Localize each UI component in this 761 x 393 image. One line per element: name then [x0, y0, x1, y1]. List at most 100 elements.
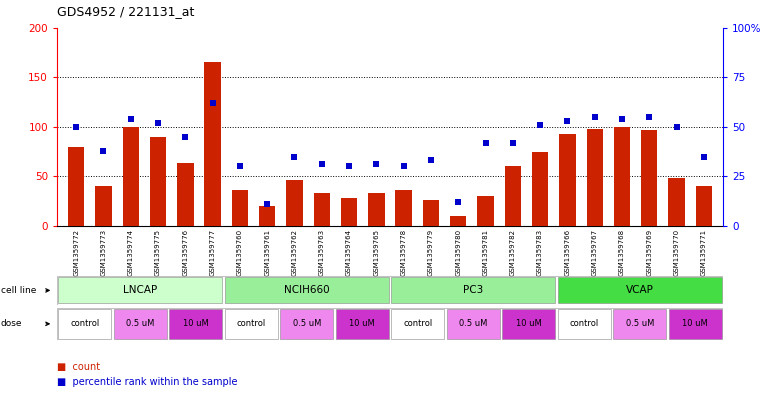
Text: 0.5 uM: 0.5 uM	[292, 319, 321, 328]
Point	[316, 161, 328, 167]
Text: GSM1359763: GSM1359763	[319, 229, 325, 276]
Bar	[477, 196, 494, 226]
Bar	[232, 190, 248, 226]
Text: NCIH660: NCIH660	[284, 285, 330, 295]
Bar	[391, 277, 556, 303]
Point	[588, 114, 600, 120]
Text: GSM1359772: GSM1359772	[73, 229, 79, 276]
Text: ■  count: ■ count	[57, 362, 100, 373]
Point	[698, 153, 710, 160]
Point	[425, 157, 437, 163]
Bar	[641, 130, 658, 226]
Point	[397, 163, 409, 170]
Text: GSM1359769: GSM1359769	[646, 229, 652, 276]
Text: 0.5 uM: 0.5 uM	[626, 319, 654, 328]
Text: 10 uM: 10 uM	[349, 319, 375, 328]
Text: 0.5 uM: 0.5 uM	[459, 319, 488, 328]
Bar	[286, 180, 303, 226]
Text: cell line: cell line	[1, 286, 36, 295]
Text: LNCAP: LNCAP	[123, 285, 158, 295]
Bar	[558, 277, 722, 303]
Text: GSM1359781: GSM1359781	[482, 229, 489, 276]
Bar	[450, 216, 466, 226]
Point	[670, 123, 683, 130]
Text: VCAP: VCAP	[626, 285, 654, 295]
Point	[371, 161, 383, 167]
Bar	[58, 277, 222, 303]
Bar	[613, 309, 667, 339]
Point	[288, 153, 301, 160]
Text: GSM1359779: GSM1359779	[428, 229, 434, 276]
Text: 10 uM: 10 uM	[683, 319, 708, 328]
Bar	[447, 309, 500, 339]
Point	[206, 100, 218, 106]
Text: GSM1359771: GSM1359771	[701, 229, 707, 276]
Text: ■  percentile rank within the sample: ■ percentile rank within the sample	[57, 377, 237, 387]
Text: GSM1359765: GSM1359765	[374, 229, 380, 276]
Text: dose: dose	[1, 320, 22, 328]
Bar	[224, 309, 278, 339]
Bar	[669, 309, 722, 339]
Bar	[280, 309, 333, 339]
Bar	[696, 186, 712, 226]
Text: GSM1359775: GSM1359775	[155, 229, 161, 276]
Point	[507, 140, 519, 146]
Point	[152, 119, 164, 126]
Bar	[532, 152, 548, 226]
Text: GSM1359764: GSM1359764	[346, 229, 352, 276]
Bar	[177, 163, 193, 226]
Text: 10 uM: 10 uM	[516, 319, 542, 328]
Point	[180, 134, 192, 140]
Text: GSM1359782: GSM1359782	[510, 229, 516, 276]
Text: GSM1359776: GSM1359776	[183, 229, 188, 276]
Bar	[169, 309, 222, 339]
Bar	[668, 178, 685, 226]
Point	[70, 123, 82, 130]
Bar	[58, 309, 111, 339]
Text: GSM1359762: GSM1359762	[291, 229, 298, 276]
Text: control: control	[403, 319, 432, 328]
Text: GSM1359768: GSM1359768	[619, 229, 625, 276]
Text: control: control	[237, 319, 266, 328]
Text: GSM1359777: GSM1359777	[209, 229, 215, 276]
Point	[234, 163, 246, 170]
Point	[479, 140, 492, 146]
Point	[452, 199, 464, 205]
Bar	[614, 127, 630, 226]
Bar	[150, 137, 166, 226]
Text: GSM1359770: GSM1359770	[673, 229, 680, 276]
Text: GSM1359783: GSM1359783	[537, 229, 543, 276]
Point	[616, 116, 628, 122]
Bar	[224, 277, 389, 303]
Point	[534, 121, 546, 128]
Text: GSM1359774: GSM1359774	[128, 229, 134, 276]
Text: GSM1359778: GSM1359778	[400, 229, 406, 276]
Point	[97, 147, 110, 154]
Text: 10 uM: 10 uM	[183, 319, 209, 328]
Bar	[368, 193, 384, 226]
Text: 0.5 uM: 0.5 uM	[126, 319, 154, 328]
Bar	[113, 309, 167, 339]
Bar	[123, 127, 139, 226]
Bar	[314, 193, 330, 226]
Point	[343, 163, 355, 170]
Point	[562, 118, 574, 124]
Bar	[558, 309, 611, 339]
Text: control: control	[70, 319, 100, 328]
Bar	[95, 186, 112, 226]
Bar	[587, 129, 603, 226]
Point	[643, 114, 655, 120]
Text: PC3: PC3	[463, 285, 483, 295]
Bar	[391, 309, 444, 339]
Bar	[341, 198, 357, 226]
Point	[125, 116, 137, 122]
Bar	[396, 190, 412, 226]
Bar	[205, 62, 221, 226]
Bar	[336, 309, 389, 339]
Text: GSM1359773: GSM1359773	[100, 229, 107, 276]
Text: GSM1359760: GSM1359760	[237, 229, 243, 276]
Bar	[423, 200, 439, 226]
Text: GSM1359766: GSM1359766	[565, 229, 571, 276]
Text: GDS4952 / 221131_at: GDS4952 / 221131_at	[57, 5, 195, 18]
Text: GSM1359767: GSM1359767	[592, 229, 597, 276]
